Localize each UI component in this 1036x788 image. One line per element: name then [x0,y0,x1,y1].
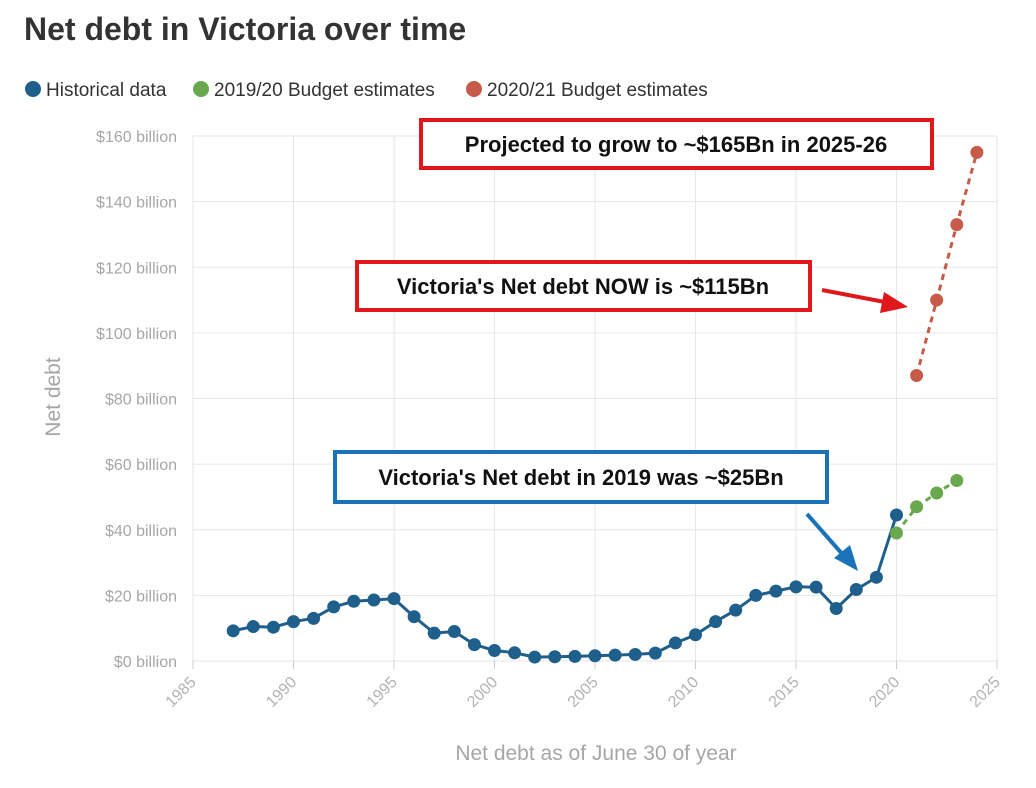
y-axis-ticks: $0 billion $20 billion $40 billion $60 bill… [96,129,177,671]
data-point-historical-1990[interactable] [287,615,300,629]
arrow-now-head [880,292,908,313]
y-tick-label-100: $100 billion [96,326,177,343]
x-tick-label-1985: 1985 [163,674,200,711]
x-axis-ticks: 1985 1990 1995 2000 2005 2010 2015 2020 2025 [163,661,1004,711]
data-point-historical-2019[interactable] [869,570,883,584]
data-point-historical-2000[interactable] [488,644,501,657]
data-point-historical-2002[interactable] [528,650,542,664]
series-line-historical [232,514,898,659]
annotation-projected: Projected to grow to ~$165Bn in 2025-26 [419,118,934,170]
data-point-historical-2013[interactable] [749,588,763,602]
legend-label-historical: Historical data [46,80,167,101]
x-tick-label-2015: 2015 [766,674,803,711]
legend-swatch-2019-20-budget [193,81,209,97]
data-point-historical-2015[interactable] [789,580,803,594]
data-point-historical-1993[interactable] [347,594,361,608]
grid-lines [192,135,998,662]
y-tick-label-120: $120 billion [96,260,177,277]
data-point-historical-2014[interactable] [769,584,783,598]
data-point-historical-1997[interactable] [427,626,441,640]
series-layer [226,145,984,664]
data-point-historical-2017[interactable] [829,602,843,615]
data-point-historical-2006[interactable] [608,648,622,662]
arrow-now [821,288,908,313]
data-point-historical-2020[interactable] [890,508,903,522]
data-point-historical-2018[interactable] [849,582,863,596]
x-tick-label-2000: 2000 [464,674,501,711]
data-point-historical-2005[interactable] [588,649,602,663]
data-point-historical-2012[interactable] [729,603,743,617]
data-point-historical-2003[interactable] [548,650,562,664]
data-point-historical-1995[interactable] [387,592,401,606]
data-point-2019-20-budget-2020[interactable] [890,526,903,540]
data-point-historical-1989[interactable] [266,620,280,634]
data-point-2020-21-budget-2023[interactable] [950,218,964,232]
x-tick-label-1990: 1990 [263,674,300,711]
data-point-historical-1996[interactable] [407,610,421,624]
arrow-2019 [805,512,858,571]
annotation-now: Victoria's Net debt NOW is ~$115Bn [355,260,812,312]
data-point-historical-2001[interactable] [508,646,522,660]
series-line-2019-20-budget [895,479,958,534]
data-point-historical-1999[interactable] [467,638,481,652]
data-point-2020-21-budget-2021[interactable] [910,369,924,383]
data-point-historical-1987[interactable] [226,624,240,638]
legend-swatch-2020-21-budget [466,81,482,97]
data-point-2019-20-budget-2021[interactable] [910,500,924,514]
data-point-2020-21-budget-2022[interactable] [930,293,944,307]
data-point-historical-2008[interactable] [648,646,662,660]
arrow-2019-head [834,545,858,571]
x-tick-label-1995: 1995 [364,674,401,711]
data-point-historical-2010[interactable] [689,628,702,642]
data-point-historical-2007[interactable] [628,647,642,661]
annotation-projected-text: Projected to grow to ~$165Bn in 2025-26 [465,132,887,157]
annotation-2019-box [333,450,829,504]
y-axis-label: Net debt [42,357,65,437]
annotation-now-box [355,260,812,312]
data-point-historical-1991[interactable] [307,611,321,625]
arrow-now-shaft [821,288,891,305]
data-point-historical-1988[interactable] [246,620,260,634]
x-axis-label: Net debt as of June 30 of year [455,742,736,765]
y-tick-label-140: $140 billion [96,195,177,212]
legend-item-historical[interactable]: Historical data [25,80,167,101]
data-point-historical-2004[interactable] [568,649,582,663]
legend-item-2019-20-budget[interactable]: 2019/20 Budget estimates [193,80,435,101]
legend: Historical data 2019/20 Budget estimates… [25,80,708,101]
legend-label-2020-21-budget: 2020/21 Budget estimates [487,80,708,101]
data-point-historical-1992[interactable] [327,600,341,614]
legend-swatch-historical [25,81,41,97]
x-tick-label-2005: 2005 [565,674,602,711]
data-point-historical-2009[interactable] [668,636,682,650]
data-point-2019-20-budget-2023[interactable] [950,474,964,488]
legend-item-2020-21-budget[interactable]: 2020/21 Budget estimates [466,80,708,101]
x-tick-label-2020: 2020 [866,674,903,711]
data-point-2019-20-budget-2022[interactable] [930,486,944,500]
legend-label-2019-20-budget: 2019/20 Budget estimates [214,80,435,101]
chart-title: Net debt in Victoria over time [24,11,466,47]
data-point-historical-2011[interactable] [709,615,723,629]
annotation-now-text: Victoria's Net debt NOW is ~$115Bn [397,274,769,299]
arrow-2019-shaft [805,512,846,558]
annotation-2019-text: Victoria's Net debt in 2019 was ~$25Bn [378,465,783,490]
data-point-historical-1994[interactable] [367,593,381,607]
data-point-historical-2016[interactable] [809,580,823,594]
y-tick-label-160: $160 billion [96,129,177,146]
annotation-2019: Victoria's Net debt in 2019 was ~$25Bn [333,450,829,504]
series-line-2020-21-budget [915,151,979,376]
data-point-2020-21-budget-2024[interactable] [970,145,984,159]
y-tick-label-40: $40 billion [105,523,177,540]
y-tick-label-80: $80 billion [105,392,177,409]
y-tick-label-0: $0 billion [114,654,177,671]
y-tick-label-60: $60 billion [105,457,177,474]
y-tick-label-20: $20 billion [105,588,177,605]
x-tick-label-2025: 2025 [967,674,1004,711]
data-point-historical-1998[interactable] [447,624,461,638]
x-tick-label-2010: 2010 [665,674,702,711]
annotation-projected-box [419,118,934,170]
